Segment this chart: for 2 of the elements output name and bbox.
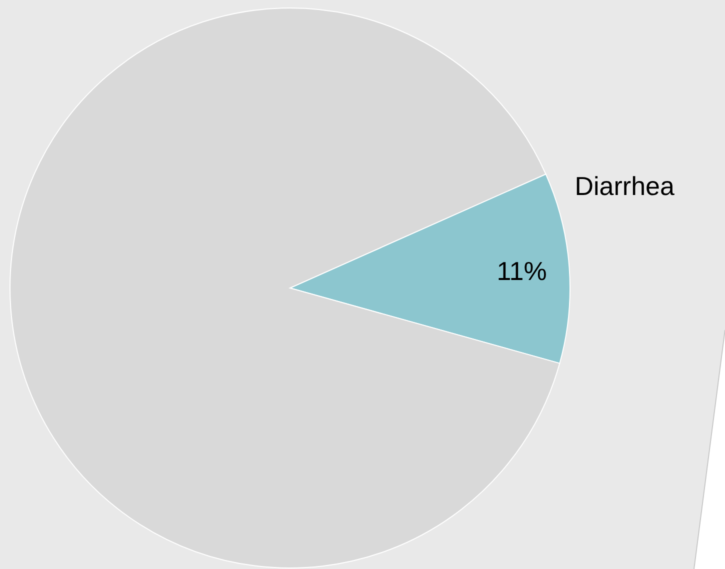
slice-label: Diarrhea — [574, 171, 676, 202]
data-label: 11% — [496, 256, 547, 286]
